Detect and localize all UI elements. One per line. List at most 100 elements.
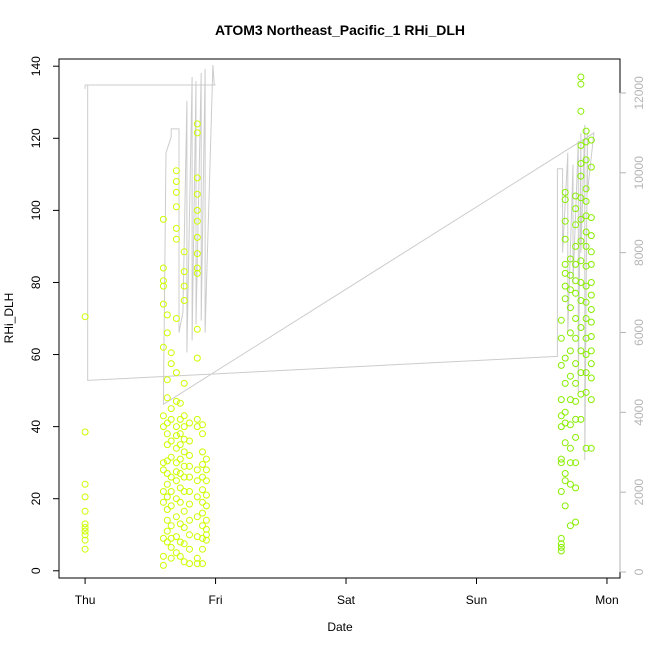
data-point [202,516,210,524]
data-point [163,470,171,477]
data-point [81,520,89,528]
data-point [572,518,580,526]
line-series [84,64,595,461]
data-point [587,360,595,368]
data-point [186,488,193,495]
y-tick-label: 120 [29,128,43,148]
data-point [572,260,580,268]
data-point [163,516,171,524]
data-point [561,354,569,362]
data-point [561,295,569,303]
data-point [199,448,206,456]
data-point [81,524,89,531]
data-point [582,444,590,452]
data-point [176,441,184,449]
y2-tick-label: 4000 [632,399,646,426]
data-point [172,235,180,243]
data-point [176,484,184,492]
data-point [572,334,580,342]
data-point [159,488,167,495]
data-point [587,444,595,452]
data-point [163,506,171,513]
data-point [582,351,590,358]
data-point [587,347,595,355]
data-point [172,533,180,541]
data-point [587,163,595,171]
y-tick-label: 0 [29,567,43,574]
data-point [193,415,201,423]
data-point [180,297,188,304]
data-point [561,282,569,290]
data-point [193,217,201,225]
data-point [81,545,89,553]
data-point [582,197,590,205]
data-point [172,432,180,440]
y2-tick-label: 6000 [632,319,646,346]
data-point [159,466,167,474]
data-point [193,554,201,562]
data-point [199,498,206,506]
data-point [186,419,193,427]
data-point [577,257,585,265]
data-point [186,437,193,445]
y-axis-right: 0 2000 4000 6000 8000 10000 12000 [619,76,646,575]
y2-tick-label: 12000 [632,76,646,110]
data-point [81,428,89,436]
data-point [561,217,569,225]
data-point [577,279,585,286]
data-point [193,513,201,521]
data-point [172,468,180,476]
data-point [163,493,171,501]
data-point [81,531,89,539]
data-point [176,430,184,438]
data-point [202,477,210,485]
data-point [557,396,565,404]
data-point [186,473,193,481]
data-point [180,462,188,470]
data-point [81,493,89,501]
data-point [186,545,193,553]
data-point [193,354,201,362]
data-point [159,264,167,272]
data-point [176,455,184,463]
data-point [193,233,201,241]
data-point [193,325,201,333]
data-point [577,107,585,115]
data-point [163,430,171,438]
data-point [159,459,167,467]
data-point [202,466,210,474]
data-point [159,534,167,542]
data-point [159,561,167,569]
data-point [163,441,171,449]
y2-tick-label: 2000 [632,478,646,505]
data-point [582,127,590,135]
data-point [180,282,188,290]
y-tick-label: 20 [29,492,43,506]
data-point [566,480,574,488]
data-point [557,412,565,420]
data-point [566,444,574,452]
data-point [566,329,574,337]
data-point [199,545,206,553]
data-point [561,196,569,204]
data-point [582,185,590,193]
data-point [172,397,180,405]
data-point [167,405,175,413]
data-point [582,228,590,236]
data-point [167,554,175,562]
data-point [176,538,184,546]
data-point [572,289,580,297]
data-point [167,360,175,368]
data-point [557,423,565,431]
data-point [561,408,569,416]
data-point [199,509,206,517]
data-point [172,167,180,175]
data-point [180,248,188,256]
data-point [186,531,193,539]
data-point [180,524,188,531]
data-point [572,379,580,387]
data-point [81,536,89,544]
y-axis-label: RHi_DLH [2,293,16,344]
data-point [163,538,171,546]
